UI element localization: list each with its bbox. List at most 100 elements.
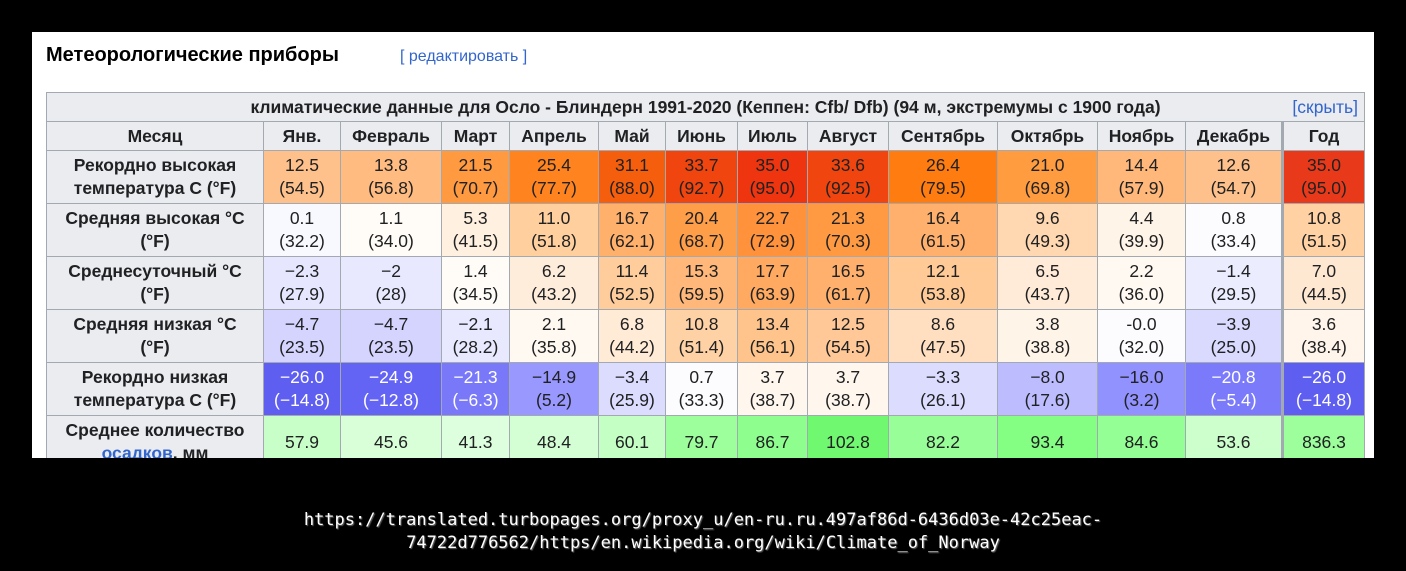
label-text: (°F) (140, 337, 170, 357)
cell: 41.3 (441, 415, 510, 458)
cell: 5.3 (41.5) (441, 203, 510, 257)
cell-value: (57.9) (1118, 178, 1165, 198)
label-text: температура С (°F) (73, 178, 237, 198)
cell: 6.8 (44.2) (598, 309, 666, 363)
cell-value: (26.1) (920, 390, 966, 410)
cell: −14.9 (5.2) (509, 362, 599, 416)
cell-value: (3.2) (1123, 390, 1160, 410)
precip-link[interactable]: осадков (101, 443, 173, 458)
url-line: 74722d776562/https/en.wikipedia.org/wiki… (406, 533, 1000, 553)
cell-value: (33.3) (678, 390, 725, 410)
cell-value: 17.7 (755, 261, 790, 281)
cell-value: (−5.4) (1210, 390, 1257, 410)
cell: 13.4 (56.1) (737, 309, 808, 363)
hide-link[interactable]: [скрыть] (1292, 97, 1358, 117)
cell-value: (27.9) (279, 284, 325, 304)
cell: 2.1 (35.8) (509, 309, 599, 363)
cell-value: 20.4 (684, 208, 719, 228)
cell-value: 3.7 (760, 367, 785, 387)
cell-value: 41.3 (458, 431, 493, 452)
cell: 79.7 (665, 415, 738, 458)
cell: −26.0 (−14.8) (263, 362, 341, 416)
cell-value: 7.0 (1311, 261, 1337, 281)
cell: 3.8 (38.8) (997, 309, 1098, 363)
column-header: Сентябрь (888, 121, 998, 151)
cell: 53.6 (1185, 415, 1283, 458)
cell-value: (72.9) (749, 231, 796, 251)
edit-link[interactable]: [ редактировать ] (400, 48, 528, 65)
cell: 6.5 (43.7) (997, 256, 1098, 310)
cell: 0.1 (32.2) (263, 203, 341, 257)
cell: −24.9 (−12.8) (340, 362, 442, 416)
cell: 57.9 (263, 415, 341, 458)
cell-value: (59.5) (678, 284, 725, 304)
cell: 11.4 (52.5) (598, 256, 666, 310)
cell: −4.7 (23.5) (340, 309, 442, 363)
label-text: Рекордно низкая (81, 367, 229, 387)
cell-value: 79.7 (684, 431, 719, 452)
caption-text: климатические данные для Осло - Блиндерн… (250, 96, 1161, 117)
data-row: Рекордно высокая температура С (°F) 12.5 (5… (46, 150, 1365, 204)
url-line: https://translated.turbopages.org/proxy_… (303, 510, 1103, 530)
cell-value: 5.3 (463, 208, 488, 228)
cell-value: (28) (375, 284, 407, 304)
cell: 836.3 (1281, 415, 1365, 458)
cell-value: (44.5) (1301, 284, 1347, 304)
cell: 33.6 (92.5) (807, 150, 889, 204)
cell-value: −26.0 (1301, 367, 1347, 387)
cell-value: 4.4 (1129, 208, 1154, 228)
cell-value: (38.4) (1301, 337, 1347, 357)
cell-value: −21.3 (453, 367, 498, 387)
cell: −2 (28) (340, 256, 442, 310)
cell: 45.6 (340, 415, 442, 458)
cell: 8.6 (47.5) (888, 309, 998, 363)
cell-value: 0.1 (289, 208, 315, 228)
cell-value: (−12.8) (363, 390, 419, 410)
cell-value: 10.8 (1306, 208, 1342, 228)
cell: −26.0 (−14.8) (1281, 362, 1365, 416)
cell-value: (32.0) (1118, 337, 1165, 357)
cell: −8.0 (17.6) (997, 362, 1098, 416)
column-header: Июль (737, 121, 808, 151)
cell: 12.5 (54.5) (807, 309, 889, 363)
cell-value: −8.0 (1030, 367, 1065, 387)
cell: 16.5 (61.7) (807, 256, 889, 310)
panel: Метеорологические приборы [ редактироват… (32, 32, 1374, 458)
cell: 1.4 (34.5) (441, 256, 510, 310)
cell-value: 3.7 (835, 367, 861, 387)
cell-value: 10.8 (684, 314, 719, 334)
cell: 60.1 (598, 415, 666, 458)
cell-value: 16.7 (614, 208, 650, 228)
cell-value: (95.0) (749, 178, 796, 198)
cell-value: (69.8) (1024, 178, 1071, 198)
cell-value: 12.5 (830, 314, 866, 334)
cell-value: (29.5) (1210, 284, 1257, 304)
cell: 14.4 (57.9) (1097, 150, 1186, 204)
data-row: Рекордно низкая температура С (°F) −26.0 (−… (46, 362, 1365, 416)
row-header: Среднее количество осадков, мм (46, 415, 264, 458)
cell-value: (49.3) (1024, 231, 1071, 251)
cell: 102.8 (807, 415, 889, 458)
cell-value: 6.5 (1035, 261, 1060, 281)
cell: 31.1 (88.0) (598, 150, 666, 204)
cell: 6.2 (43.2) (509, 256, 599, 310)
cell-value: 13.8 (373, 155, 409, 175)
cell-value: 25.4 (536, 155, 572, 175)
cell-value: 60.1 (614, 431, 650, 452)
cell: −3.9 (25.0) (1185, 309, 1283, 363)
cell: 12.1 (53.8) (888, 256, 998, 310)
cell-value: −3.4 (614, 367, 650, 387)
cell-value: 48.4 (536, 431, 572, 452)
cell-value: 11.4 (615, 261, 649, 281)
cell: −3.4 (25.9) (598, 362, 666, 416)
cell-value: −2 (381, 261, 401, 281)
cell: 13.8 (56.8) (340, 150, 442, 204)
cell: 20.4 (68.7) (665, 203, 738, 257)
cell: 9.6 (49.3) (997, 203, 1098, 257)
cell-value: (95.0) (1301, 178, 1347, 198)
cell-value: 86.7 (755, 431, 790, 452)
cell: 21.3 (70.3) (807, 203, 889, 257)
cell-value: (54.7) (1210, 178, 1257, 198)
section-title: Метеорологические приборы (46, 44, 339, 66)
